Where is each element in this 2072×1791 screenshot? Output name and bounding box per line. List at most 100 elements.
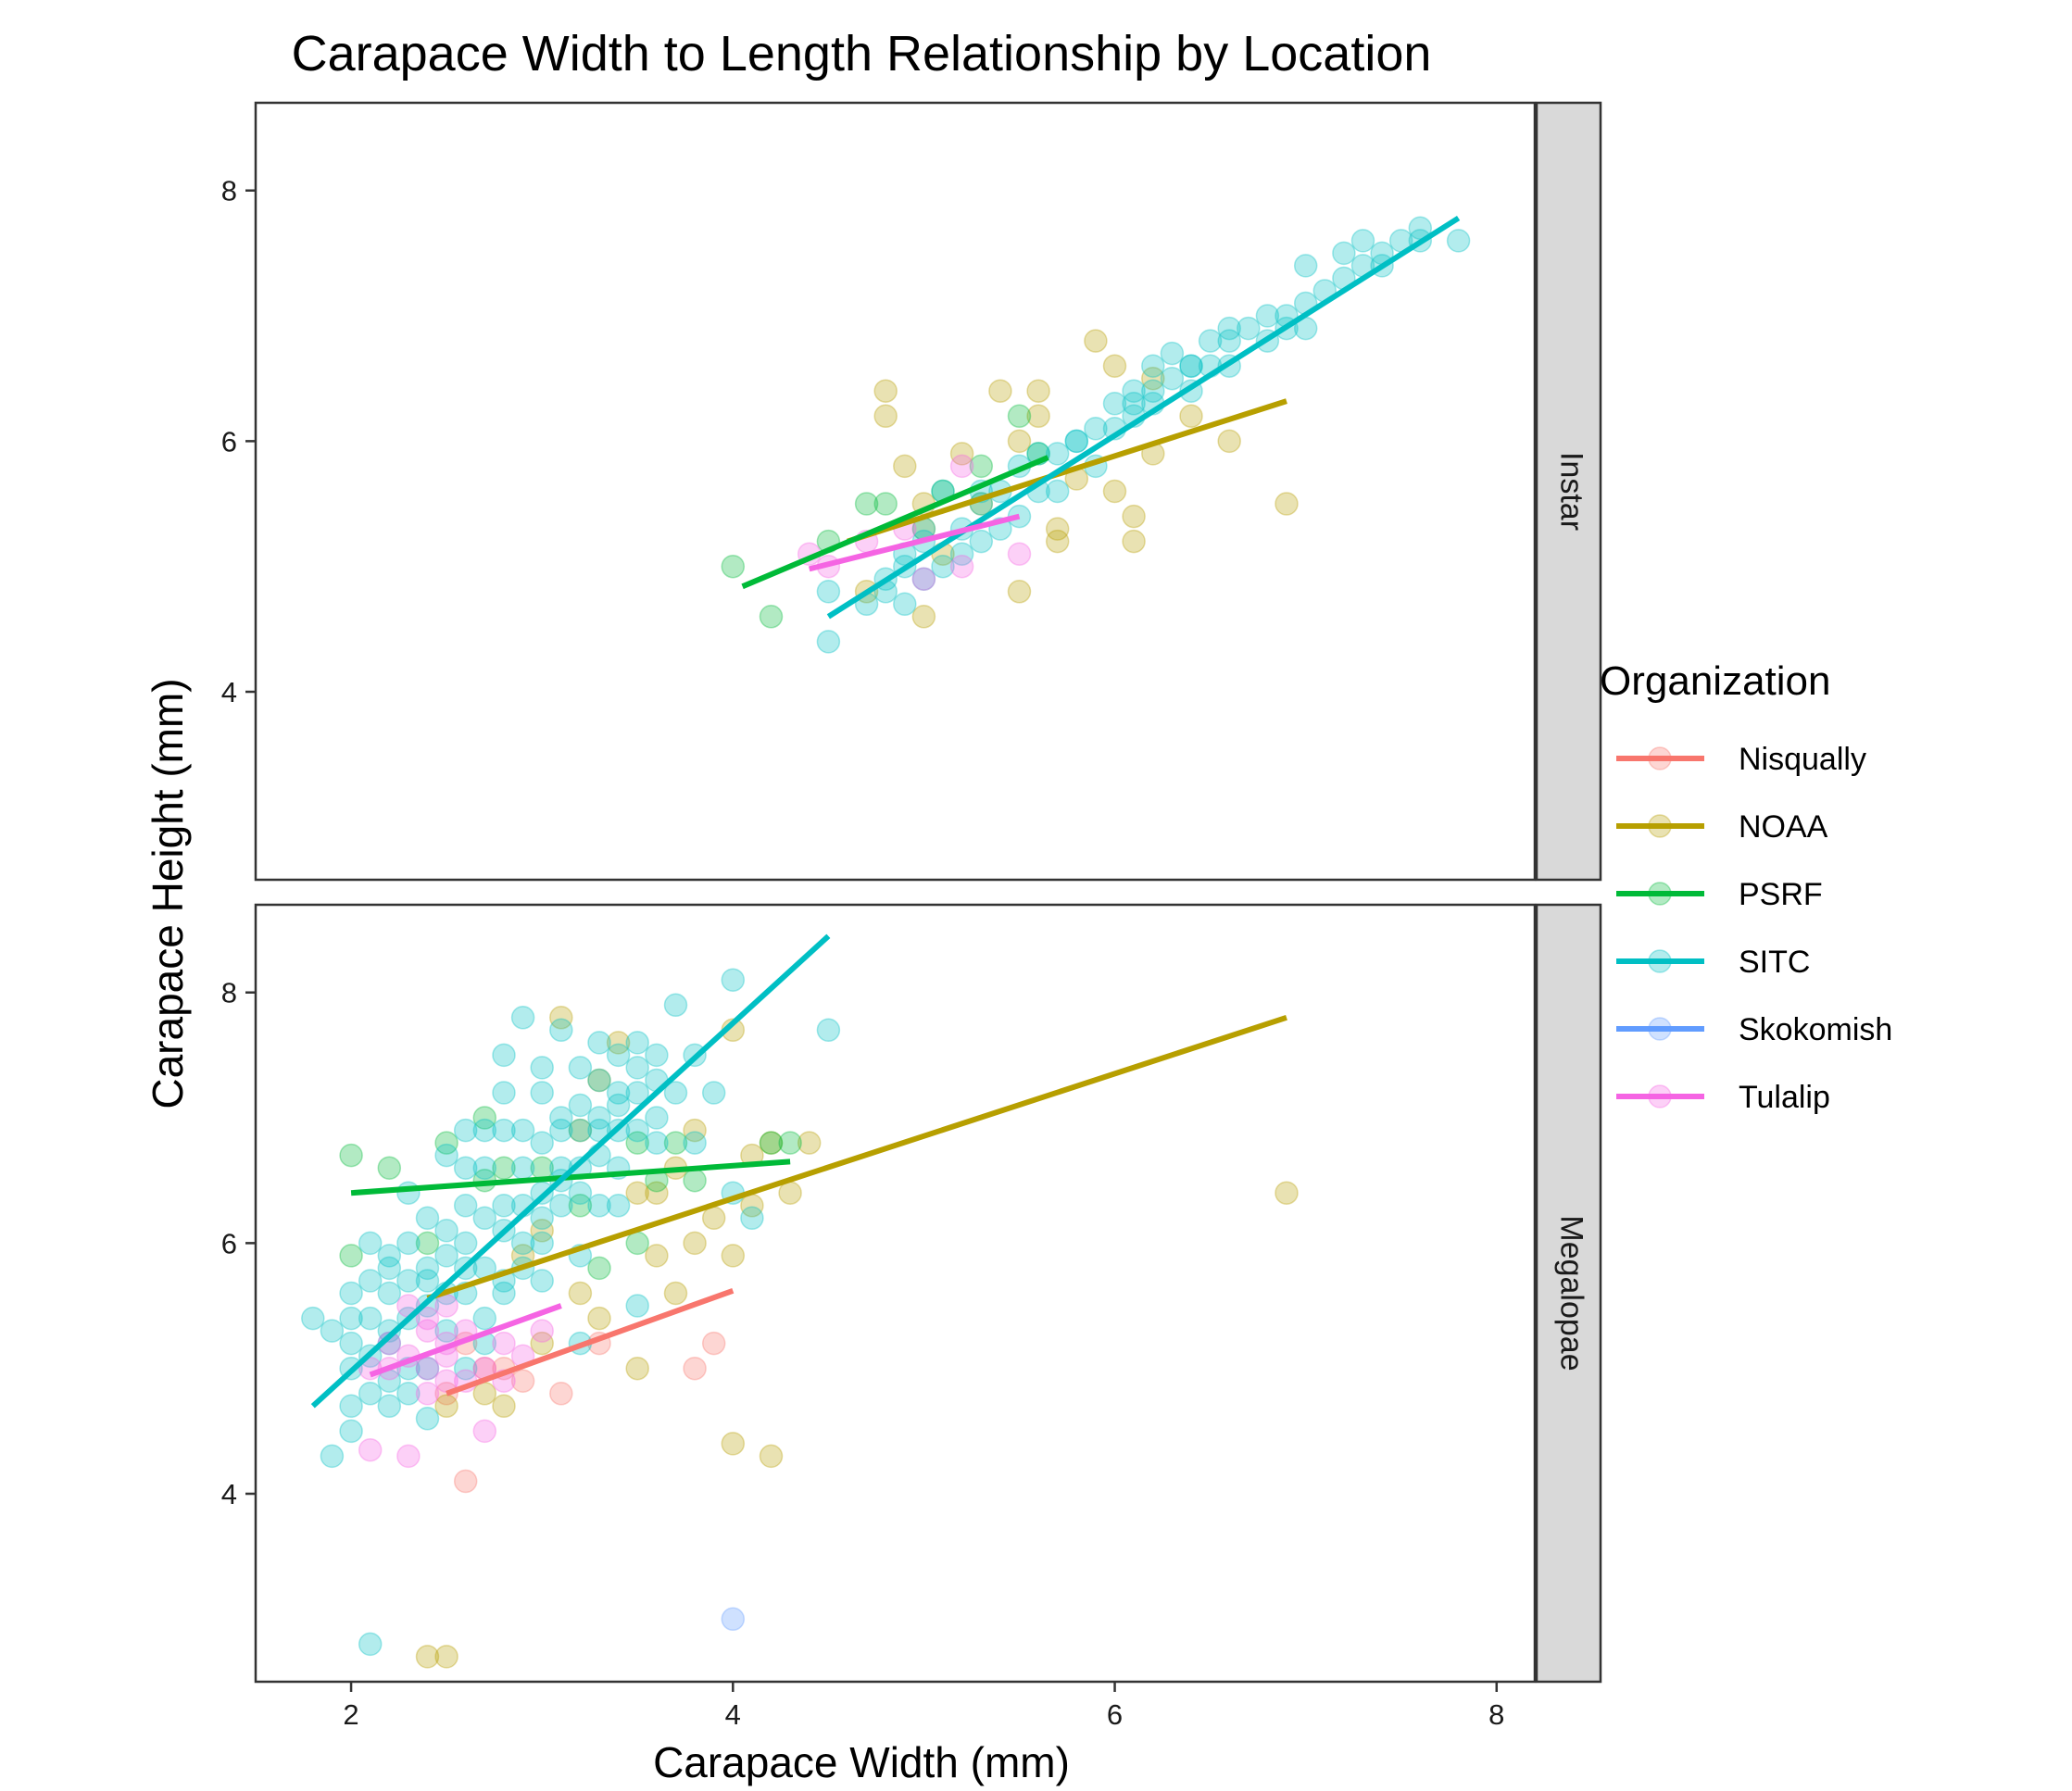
data-point [1217, 329, 1241, 353]
data-point [530, 1319, 554, 1343]
data-point [510, 1231, 535, 1256]
data-point [587, 1194, 611, 1218]
data-point [568, 1281, 593, 1306]
data-point [377, 1256, 402, 1281]
data-point [434, 1131, 458, 1155]
data-point [339, 1419, 363, 1444]
data-point [396, 1181, 421, 1205]
data-point [1102, 479, 1127, 504]
data-point [587, 1068, 611, 1093]
data-point [625, 1356, 649, 1381]
legend-label: PSRF [1739, 877, 1823, 912]
data-point [1160, 366, 1185, 391]
data-point [568, 1093, 593, 1118]
data-point [701, 1081, 726, 1105]
data-point [911, 567, 936, 591]
y-tick-label: 6 [221, 425, 237, 457]
data-point [415, 1319, 440, 1343]
data-point [1255, 304, 1280, 328]
facet-strip [1535, 903, 1602, 1684]
data-point [625, 1056, 649, 1080]
data-point [339, 1306, 363, 1331]
data-point [645, 1244, 669, 1268]
data-point [339, 1394, 363, 1419]
legend-key-point [1648, 814, 1672, 838]
data-point [778, 1131, 802, 1155]
data-point [434, 1394, 458, 1419]
data-point [663, 1081, 688, 1105]
data-point [606, 1043, 631, 1068]
data-point [377, 1319, 402, 1343]
data-point [1084, 329, 1108, 353]
y-tick-label: 8 [221, 977, 237, 1009]
data-point [1179, 354, 1203, 378]
legend-key-point [1648, 882, 1672, 906]
data-point [625, 1294, 649, 1318]
data-point [472, 1206, 497, 1231]
data-point [510, 1118, 535, 1143]
data-point [396, 1269, 421, 1293]
data-point [1045, 442, 1070, 466]
data-point [415, 1645, 440, 1669]
data-point [1160, 341, 1185, 366]
x-tick-label: 2 [343, 1698, 358, 1731]
data-point [606, 1093, 631, 1118]
data-point [759, 1131, 784, 1155]
data-point [587, 1031, 611, 1055]
chart-title: Carapace Width to Length Relationship by… [292, 26, 1432, 81]
data-point [969, 529, 994, 554]
data-point [721, 968, 746, 992]
legend-label: SITC [1739, 945, 1810, 980]
data-point [358, 1269, 383, 1293]
panel-border [254, 101, 1537, 882]
data-point [339, 1244, 363, 1268]
data-point [1122, 392, 1146, 416]
fit-line [426, 1014, 1287, 1301]
data-point [721, 1432, 746, 1456]
data-point [510, 1156, 535, 1180]
data-point [663, 1131, 688, 1155]
data-point [1026, 404, 1050, 429]
data-point [625, 1131, 649, 1155]
data-point [377, 1281, 402, 1306]
x-tick-label: 4 [725, 1698, 741, 1731]
data-point [415, 1269, 440, 1293]
legend-key-point [1648, 1084, 1672, 1108]
data-point [549, 1006, 573, 1030]
data-point [721, 1244, 746, 1268]
data-point [1045, 479, 1070, 504]
data-point [510, 1369, 535, 1393]
legend: Organization Nisqually NOAA PSRF SITC Skokom… [1600, 658, 1892, 1115]
data-point [1179, 354, 1203, 378]
data-point [701, 1206, 726, 1231]
data-point [339, 1281, 363, 1306]
data-point [1007, 542, 1032, 566]
data-point [701, 1331, 726, 1356]
fit-line [350, 1159, 791, 1196]
data-point [472, 1306, 497, 1331]
data-point [339, 1143, 363, 1168]
y-tick-label: 8 [221, 175, 237, 207]
data-point [721, 554, 746, 579]
data-point [1045, 517, 1070, 541]
data-point [472, 1106, 497, 1130]
data-point [1007, 404, 1032, 429]
data-point [873, 379, 898, 403]
data-point [492, 1118, 516, 1143]
data-point [645, 1106, 669, 1130]
data-point [530, 1131, 554, 1155]
data-point [453, 1356, 478, 1381]
data-point [415, 1206, 440, 1231]
data-point [549, 1106, 573, 1130]
data-point [606, 1031, 631, 1055]
data-point [854, 492, 879, 516]
data-point [645, 1043, 669, 1068]
data-point [1350, 229, 1375, 253]
data-point [988, 379, 1012, 403]
data-point [415, 1356, 440, 1381]
data-point [1007, 429, 1032, 454]
data-point [931, 554, 955, 579]
panel-border [254, 903, 1537, 1684]
data-point [320, 1444, 345, 1469]
